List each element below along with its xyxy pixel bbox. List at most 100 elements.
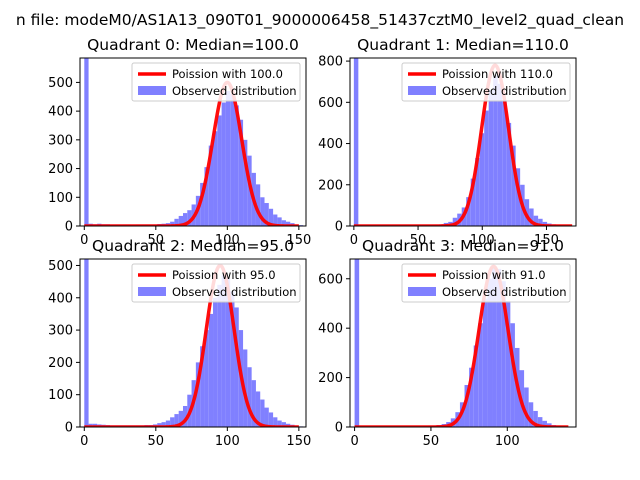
panel-title: Quadrant 3: Median=91.0 (362, 237, 564, 255)
hist-bar-38 (247, 155, 252, 226)
y-tick-label: 200 (48, 162, 73, 177)
hist-bar-40 (255, 184, 261, 226)
hist-bar-38 (247, 367, 252, 427)
hist-bar-27 (200, 346, 205, 427)
legend-hist-label: Observed distribution (442, 285, 567, 299)
x-tick-label: 50 (410, 233, 427, 248)
hist-bar-31 (496, 268, 502, 427)
legend-hist-label: Observed distribution (172, 84, 297, 98)
hist-bar-36 (238, 119, 244, 226)
hist-bar-41 (260, 197, 265, 226)
hist-bar-32 (221, 102, 226, 226)
hist-bar-41 (542, 420, 547, 427)
hist-bar-23 (182, 213, 188, 226)
hist-bar-34 (510, 323, 515, 427)
hist-bar-30 (213, 297, 218, 427)
hist-bar-37 (524, 387, 529, 427)
x-tick-label: 50 (423, 434, 440, 449)
hist-bar-25 (469, 367, 474, 427)
hist-bar-32 (497, 83, 503, 226)
x-tick-label: 100 (215, 434, 240, 449)
hist-bar-28 (204, 167, 209, 226)
hist-bar-24 (187, 210, 192, 226)
y-tick-label: 200 (318, 178, 343, 193)
hist-bar-32 (501, 281, 506, 427)
hist-bar-21 (174, 218, 179, 226)
hist-bar-20 (170, 417, 175, 427)
x-tick-label: 150 (286, 233, 311, 248)
hist-bar-42 (264, 203, 269, 226)
hist-bar-28 (482, 298, 488, 427)
x-tick-label: 100 (215, 233, 240, 248)
y-tick-label: 600 (318, 96, 343, 111)
hist-bar-42 (546, 423, 552, 427)
legend-hist-swatch (138, 287, 166, 296)
hist-bar-26 (473, 345, 479, 427)
legend-hist-swatch (408, 287, 436, 296)
hist-bar-20 (170, 221, 175, 226)
hist-bar-26 (195, 362, 201, 427)
hist-bar-31 (493, 75, 498, 226)
hist-bar-44 (273, 214, 278, 226)
y-tick-label: 400 (318, 137, 343, 152)
fit-curve-group (84, 263, 299, 427)
legend-box (131, 62, 301, 102)
hist-bar-0 (353, 58, 359, 226)
y-tick-label: 500 (48, 76, 73, 91)
hist-bar-40 (255, 391, 261, 427)
hist-bar-24 (464, 385, 470, 427)
fit-curve-group (84, 80, 299, 226)
y-tick-label: 600 (318, 272, 343, 287)
y-tick-label: 100 (48, 388, 73, 403)
axes-frame (349, 258, 577, 428)
y-tick-label: 800 (318, 55, 343, 70)
hist-bar-28 (204, 330, 209, 427)
hist-bar-39 (251, 380, 256, 427)
hist-bar-42 (264, 407, 269, 427)
legend-box (401, 263, 571, 303)
hist-bar-30 (488, 89, 494, 226)
x-tick-label: 100 (470, 233, 495, 248)
hist-bar-35 (234, 307, 239, 427)
axes-frame (79, 57, 307, 227)
fit-curve (84, 80, 299, 226)
hist-bar-33 (502, 100, 507, 226)
fit-curve-group (354, 264, 569, 427)
legend-box (401, 62, 571, 102)
x-tick-label: 50 (148, 434, 165, 449)
hist-bar-29 (484, 110, 489, 226)
legend-hist-label: Observed distribution (442, 84, 567, 98)
x-tick-label: 0 (350, 434, 358, 449)
legend: Poission with 100.0 Observed distribution (131, 62, 301, 102)
y-tick-label: 300 (48, 133, 73, 148)
hist-bar-21 (174, 414, 179, 427)
hist-bar-38 (528, 402, 534, 427)
y-tick-label: 200 (48, 356, 73, 371)
hist-bar-47 (285, 221, 291, 226)
x-tick-label: 50 (148, 233, 165, 248)
fit-curve (353, 63, 573, 226)
hist-bar-17 (157, 423, 162, 427)
x-tick-label: 0 (80, 233, 88, 248)
hist-bar-35 (234, 105, 239, 226)
panel-title: Quadrant 1: Median=110.0 (357, 36, 569, 54)
hist-bar-18 (161, 422, 166, 427)
hist-bar-22 (178, 215, 183, 226)
x-tick-label: 150 (286, 434, 311, 449)
axes-frame (79, 258, 307, 428)
hist-bar-41 (538, 218, 543, 226)
panel-title: Quadrant 0: Median=100.0 (87, 36, 299, 54)
hist-bar-43 (268, 208, 274, 226)
legend-box (131, 263, 301, 303)
hist-bar-19 (165, 420, 171, 427)
panel-2: 0 50 100 150 0 100 200 300 400 500 Quadrant 2: Med… (48, 237, 311, 449)
hist-bar-23 (182, 406, 188, 427)
x-tick-label: 0 (350, 233, 358, 248)
hist-bar-34 (230, 291, 235, 427)
figure-suptitle: n file: modeM0/AS1A13_090T01_9000006458_… (16, 11, 624, 30)
hist-bar-27 (478, 323, 483, 427)
hist-bar-40 (537, 417, 543, 427)
hist-bar-29 (487, 278, 493, 427)
